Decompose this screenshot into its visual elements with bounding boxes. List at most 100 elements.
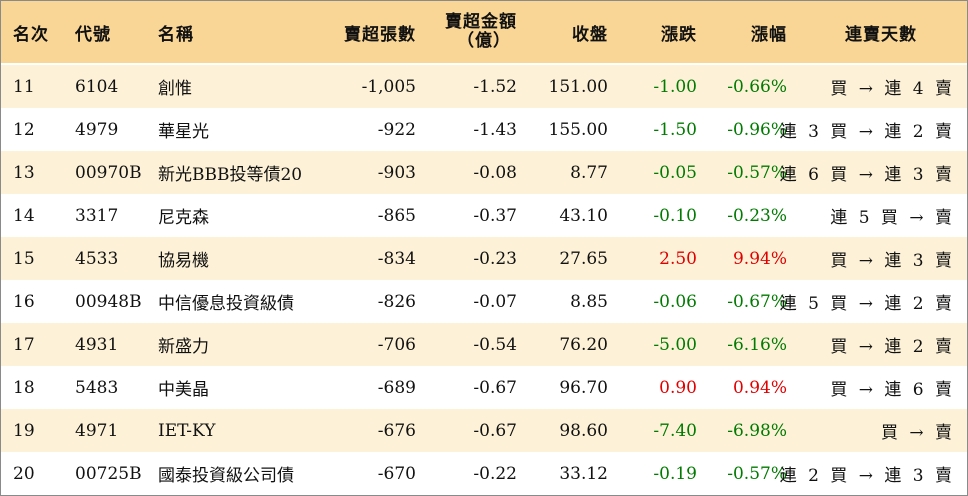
table-row: 15 4533 協易機 -834 -0.23 27.65 2.50 9.94% 買 → 連 3 … <box>1 237 967 280</box>
cell-streak: 買 → 連 6 賣 <box>830 380 955 400</box>
cell-close: 27.65 <box>559 248 608 269</box>
cell-net-sell-lots: -826 <box>377 291 416 312</box>
cell-code: 4931 <box>75 334 119 355</box>
cell-net-sell-amount: -0.54 <box>473 334 517 355</box>
header-change-pct: 漲幅 <box>751 24 787 45</box>
header-net-sell-lots: 賣超張數 <box>344 24 416 45</box>
cell-streak: 連 5 買 → 連 2 賣 <box>779 294 955 314</box>
cell-rank: 17 <box>13 334 35 355</box>
cell-name: 尼克森 <box>158 208 209 228</box>
cell-name: IET-KY <box>158 420 216 441</box>
cell-change-pct: -6.16% <box>727 334 787 355</box>
cell-code: 00970B <box>75 162 142 183</box>
cell-change-pct: 0.94% <box>732 377 787 398</box>
cell-name: 新光BBB投等債20 <box>158 165 303 185</box>
cell-close: 155.00 <box>548 119 608 140</box>
cell-close: 96.70 <box>559 377 608 398</box>
cell-close: 8.85 <box>570 291 608 312</box>
table-row: 11 6104 創惟 -1,005 -1.52 151.00 -1.00 -0.66% 買 → … <box>1 65 967 108</box>
cell-name: 協易機 <box>158 251 209 271</box>
cell-change: -7.40 <box>653 420 697 441</box>
cell-name: 中美晶 <box>158 380 209 400</box>
header-net-sell-amount-label: 賣超金額 <box>445 12 517 32</box>
cell-rank: 19 <box>13 420 35 441</box>
cell-streak: 買 → 連 4 賣 <box>830 79 955 99</box>
cell-code: 4979 <box>75 119 119 140</box>
cell-change: -5.00 <box>653 334 697 355</box>
header-close: 收盤 <box>572 24 608 45</box>
header-net-sell-amount: 賣超金額 （億） <box>421 1 517 63</box>
cell-rank: 15 <box>13 248 35 269</box>
cell-change: -0.06 <box>653 291 697 312</box>
cell-change: 0.90 <box>659 377 697 398</box>
cell-change: -0.05 <box>653 162 697 183</box>
cell-name: 創惟 <box>158 79 192 99</box>
cell-name: 新盛力 <box>158 337 209 357</box>
cell-change: 2.50 <box>659 248 697 269</box>
table-row: 17 4931 新盛力 -706 -0.54 76.20 -5.00 -6.16% 買 → 連 … <box>1 323 967 366</box>
cell-streak: 買 → 賣 <box>880 423 955 443</box>
cell-change-pct: -0.57% <box>727 162 787 183</box>
cell-change-pct: -0.96% <box>727 119 787 140</box>
cell-streak: 連 6 買 → 連 3 賣 <box>779 165 955 185</box>
cell-change-pct: -0.23% <box>727 205 787 226</box>
cell-close: 43.10 <box>559 205 608 226</box>
cell-code: 4971 <box>75 420 119 441</box>
cell-net-sell-lots: -865 <box>377 205 416 226</box>
cell-net-sell-lots: -689 <box>377 377 416 398</box>
cell-streak: 連 3 買 → 連 2 賣 <box>779 122 955 142</box>
cell-change: -1.00 <box>653 76 697 97</box>
cell-name: 中信優息投資級債 <box>158 294 294 314</box>
table-row: 20 00725B 國泰投資級公司債 -670 -0.22 33.12 -0.19 -0.57… <box>1 452 967 495</box>
cell-name: 華星光 <box>158 122 209 142</box>
cell-net-sell-amount: -0.67 <box>473 377 517 398</box>
cell-net-sell-lots: -903 <box>377 162 416 183</box>
cell-net-sell-lots: -676 <box>377 420 416 441</box>
cell-rank: 16 <box>13 291 35 312</box>
table-header-row: 名次 代號 名稱 賣超張數 賣超金額 （億） 收盤 漲跌 漲幅 連賣天數 <box>1 1 967 63</box>
cell-code: 00725B <box>75 463 142 484</box>
cell-close: 151.00 <box>548 76 608 97</box>
cell-close: 33.12 <box>559 463 608 484</box>
cell-change: -0.19 <box>653 463 697 484</box>
cell-streak: 連 2 買 → 連 3 賣 <box>779 466 955 486</box>
cell-net-sell-lots: -922 <box>377 119 416 140</box>
cell-net-sell-amount: -1.52 <box>473 76 517 97</box>
cell-net-sell-amount: -0.23 <box>473 248 517 269</box>
cell-streak: 連 5 買 → 賣 <box>830 208 955 228</box>
cell-streak: 買 → 連 2 賣 <box>830 337 955 357</box>
cell-code: 4533 <box>75 248 119 269</box>
cell-change-pct: -6.98% <box>727 420 787 441</box>
cell-code: 3317 <box>75 205 119 226</box>
cell-change: -0.10 <box>653 205 697 226</box>
header-change: 漲跌 <box>661 24 697 45</box>
cell-rank: 18 <box>13 377 35 398</box>
cell-net-sell-lots: -706 <box>377 334 416 355</box>
cell-close: 8.77 <box>570 162 608 183</box>
cell-change-pct: -0.67% <box>727 291 787 312</box>
cell-net-sell-lots: -1,005 <box>361 76 416 97</box>
cell-code: 6104 <box>75 76 119 97</box>
header-name: 名稱 <box>158 24 194 45</box>
cell-net-sell-lots: -834 <box>377 248 416 269</box>
cell-net-sell-amount: -0.37 <box>473 205 517 226</box>
cell-change: -1.50 <box>653 119 697 140</box>
cell-rank: 11 <box>13 76 35 97</box>
cell-change-pct: 9.94% <box>732 248 787 269</box>
cell-net-sell-amount: -0.67 <box>473 420 517 441</box>
cell-close: 76.20 <box>559 334 608 355</box>
cell-net-sell-amount: -0.22 <box>473 463 517 484</box>
table-row: 19 4971 IET-KY -676 -0.67 98.60 -7.40 -6.98% 買 →… <box>1 409 967 452</box>
cell-close: 98.60 <box>559 420 608 441</box>
cell-rank: 13 <box>13 162 35 183</box>
header-streak: 連賣天數 <box>845 24 917 45</box>
cell-rank: 20 <box>13 463 35 484</box>
table-row: 12 4979 華星光 -922 -1.43 155.00 -1.50 -0.96% 連 3 買… <box>1 108 967 151</box>
table-row: 14 3317 尼克森 -865 -0.37 43.10 -0.10 -0.23% 連 5 買 … <box>1 194 967 237</box>
table-row: 18 5483 中美晶 -689 -0.67 96.70 0.90 0.94% 買 → 連 6 … <box>1 366 967 409</box>
cell-name: 國泰投資級公司債 <box>158 466 294 486</box>
cell-change-pct: -0.66% <box>727 76 787 97</box>
cell-rank: 14 <box>13 205 35 226</box>
cell-streak: 買 → 連 3 賣 <box>830 251 955 271</box>
